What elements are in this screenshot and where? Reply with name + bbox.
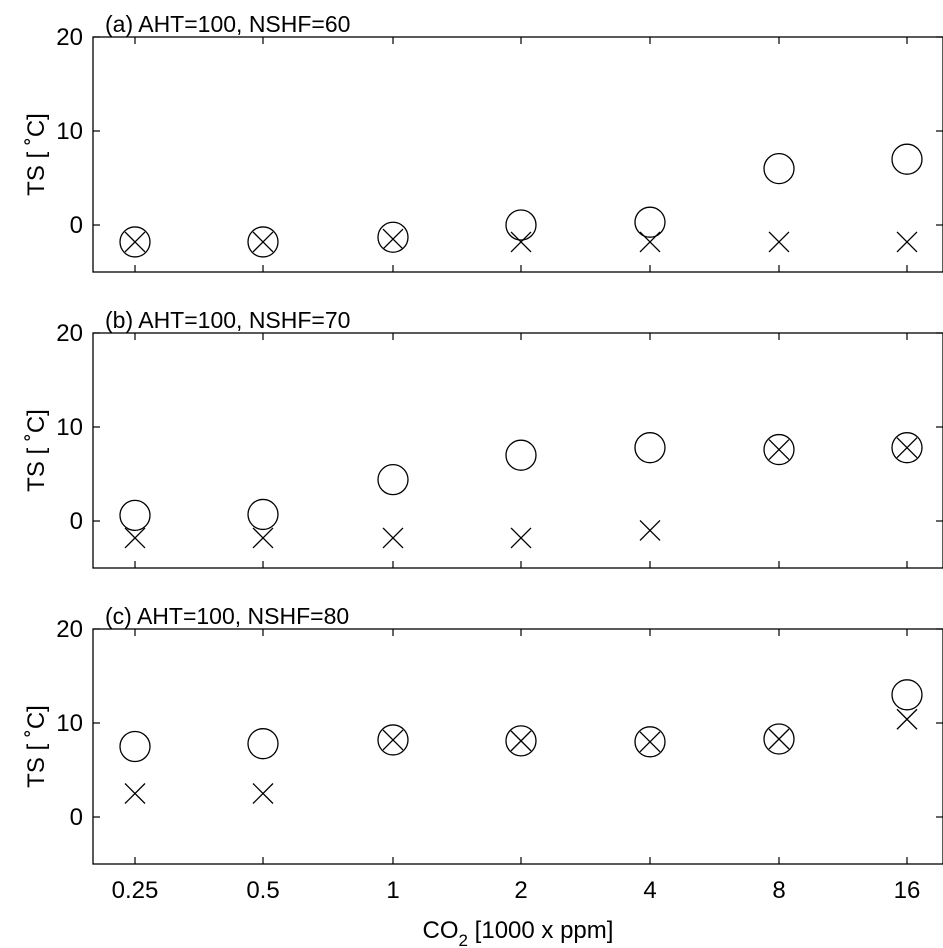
- circle-marker: [891, 679, 923, 711]
- panel-title: (b) AHT=100, NSHF=70: [105, 307, 350, 333]
- circle-marker: [634, 726, 666, 758]
- x-tick-label: 1: [386, 877, 399, 904]
- x-marker: [639, 519, 661, 541]
- circle-marker: [505, 725, 537, 757]
- x-tick-label: 2: [514, 877, 527, 904]
- y-axis-label: TS [ ˚C]: [23, 409, 50, 492]
- y-axis-label: TS [ ˚C]: [23, 705, 50, 788]
- circle-marker: [247, 728, 279, 760]
- plot-frame: [92, 332, 943, 569]
- x-marker: [124, 527, 146, 549]
- x-marker: [896, 708, 918, 730]
- x-tick-label: 16: [894, 877, 921, 904]
- x-tick-label: 4: [643, 877, 656, 904]
- plot-frame: [92, 628, 943, 865]
- x-marker: [382, 729, 404, 751]
- circle-marker: [891, 432, 923, 464]
- circle-marker: [763, 723, 795, 755]
- y-tick-label: 0: [70, 804, 83, 831]
- x-marker: [382, 228, 404, 250]
- x-axis-label-subscript: 2: [459, 931, 468, 948]
- y-tick-label: 0: [70, 508, 83, 535]
- y-axis-label: TS [ ˚C]: [23, 113, 50, 196]
- x-axis-label-rest: [1000 x ppm]: [468, 917, 613, 944]
- circle-marker: [247, 226, 279, 258]
- x-marker: [124, 783, 146, 804]
- x-marker: [896, 437, 918, 459]
- x-marker: [768, 439, 790, 461]
- x-axis-label: CO2 [1000 x ppm]: [423, 917, 614, 948]
- chart-panel-2: 0 10 20 (b) AHT=100, NSHF=70 TS [ ˚C]: [23, 307, 943, 569]
- y-tick-label: 20: [56, 24, 83, 51]
- circle-marker: [377, 463, 409, 496]
- x-marker: [896, 231, 918, 253]
- x-marker: [639, 231, 661, 253]
- x-marker: [510, 730, 532, 752]
- y-tick-label: 10: [56, 710, 83, 737]
- plot-frame: [92, 36, 943, 273]
- x-marker: [124, 231, 146, 253]
- circle-marker: [377, 221, 409, 253]
- panel-title: (a) AHT=100, NSHF=60: [105, 11, 350, 37]
- circle-marker: [634, 432, 666, 464]
- circle-marker: [377, 724, 409, 756]
- circle-marker: [247, 498, 279, 531]
- chart-panel-1: 0 10 20 (a) AHT=100, NSHF=60 TS [ ˚C]: [23, 11, 943, 273]
- circle-marker: [763, 152, 795, 185]
- y-tick-label: 20: [56, 616, 83, 643]
- x-marker: [382, 527, 404, 549]
- panel-title: (c) AHT=100, NSHF=80: [105, 603, 349, 629]
- circle-marker: [505, 209, 537, 241]
- x-tick-label: 0.25: [112, 877, 159, 904]
- x-marker: [252, 527, 274, 549]
- x-tick-label: 0.5: [246, 877, 279, 904]
- chart-panel-3: 0 10 20 0.25 0.5 1 2 4 8 16 (c) AHT=100, NSHF=80 TS…: [23, 603, 943, 904]
- circle-marker: [634, 206, 666, 238]
- x-marker: [510, 231, 532, 253]
- x-marker: [252, 231, 274, 253]
- x-marker: [639, 731, 661, 753]
- x-tick-label: 8: [772, 877, 785, 904]
- circle-marker: [505, 439, 537, 471]
- y-tick-label: 10: [56, 118, 83, 145]
- x-marker: [768, 728, 790, 750]
- y-tick-label: 10: [56, 414, 83, 441]
- x-axis-label-main: CO: [423, 917, 459, 944]
- circle-marker: [119, 226, 151, 258]
- circle-marker: [891, 143, 923, 175]
- x-marker: [510, 527, 532, 549]
- circle-marker: [119, 499, 151, 532]
- x-marker: [252, 783, 274, 804]
- x-marker: [768, 231, 790, 253]
- y-tick-label: 0: [70, 212, 83, 239]
- circle-marker: [119, 730, 151, 763]
- y-tick-label: 20: [56, 320, 83, 347]
- circle-marker: [763, 433, 795, 466]
